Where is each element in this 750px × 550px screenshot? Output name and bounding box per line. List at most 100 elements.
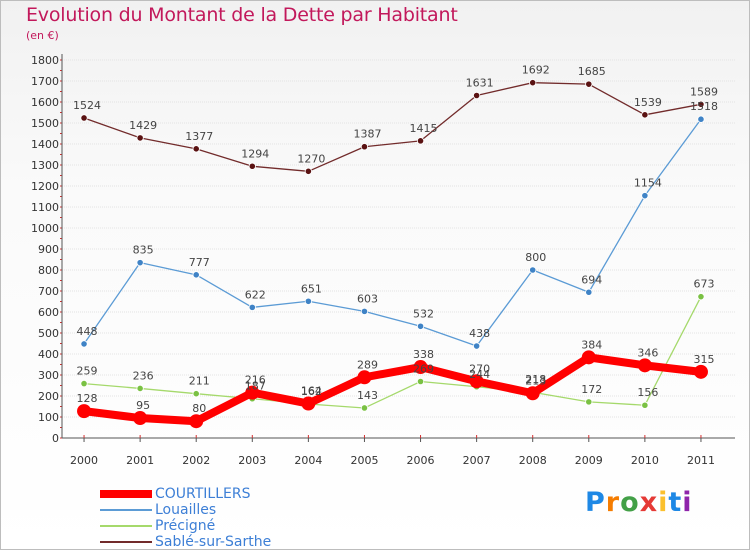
data-point[interactable] (136, 134, 144, 142)
x-tick-label: 2010 (631, 454, 659, 467)
y-tick-label: 900 (38, 243, 59, 256)
x-tick-label: 2000 (70, 454, 98, 467)
data-label: 216 (245, 374, 266, 387)
data-label: 835 (133, 244, 154, 257)
logo-letter: o (620, 487, 640, 518)
data-label: 1377 (185, 130, 213, 143)
data-point[interactable] (473, 91, 481, 100)
data-point[interactable] (416, 377, 425, 386)
data-point[interactable] (641, 401, 649, 409)
data-point[interactable] (192, 145, 200, 153)
data-label: 289 (357, 358, 378, 371)
data-label: 1518 (690, 100, 718, 113)
data-point[interactable] (80, 114, 88, 122)
data-label: 603 (357, 292, 378, 305)
data-point[interactable] (301, 396, 316, 411)
data-label: 244 (469, 368, 490, 381)
x-tick-label: 2006 (407, 454, 435, 467)
data-point[interactable] (136, 259, 144, 267)
series-line (80, 353, 705, 426)
data-point[interactable] (189, 414, 204, 429)
proxiti-logo: Proxiti (585, 487, 693, 518)
data-point[interactable] (585, 398, 593, 406)
data-point[interactable] (192, 390, 200, 398)
data-label: 1539 (634, 96, 662, 109)
y-tick-label: 500 (38, 327, 59, 340)
data-point[interactable] (245, 385, 260, 400)
logo-letter: x (639, 487, 659, 518)
data-point[interactable] (133, 411, 148, 426)
data-point[interactable] (416, 137, 425, 145)
data-label: 438 (469, 327, 490, 340)
data-label: 800 (525, 251, 546, 264)
data-point[interactable] (581, 350, 596, 365)
data-point[interactable] (585, 80, 593, 88)
y-tick-label: 1300 (31, 159, 59, 172)
x-tick-label: 2004 (294, 454, 322, 467)
legend-label-courtillers: COURTILLERS (155, 486, 251, 502)
data-point[interactable] (641, 111, 649, 119)
data-label: 162 (301, 385, 322, 398)
line-chart: 0 100 200 300 400 500 600 700 800 900 1000 1100 1200… (31, 54, 735, 467)
data-point[interactable] (585, 288, 593, 296)
data-point[interactable] (416, 322, 425, 330)
data-label: 315 (693, 353, 714, 366)
data-point[interactable] (136, 384, 144, 393)
x-axis-ticks: 2000 2001 2002 2003 2004 2005 2006 2007 2008 2009… (70, 454, 715, 467)
data-point[interactable] (697, 293, 705, 301)
data-label: 622 (245, 288, 266, 301)
legend-swatch-sable-sur-sarthe (100, 541, 152, 543)
data-point[interactable] (360, 143, 369, 151)
data-point[interactable] (473, 342, 481, 350)
y-axis-ticks: 0 100 200 300 400 500 600 700 800 900 1000 1100 1200… (31, 54, 59, 445)
data-label: 338 (413, 348, 434, 361)
data-point[interactable] (697, 100, 705, 108)
chart-unit-label: (en €) (26, 29, 59, 42)
data-label: 777 (189, 256, 210, 269)
data-point[interactable] (248, 303, 256, 311)
data-label: 95 (136, 399, 150, 412)
data-point[interactable] (192, 271, 200, 279)
data-label: 673 (693, 278, 714, 291)
data-point[interactable] (360, 307, 369, 315)
data-point[interactable] (693, 364, 708, 379)
data-point[interactable] (697, 115, 705, 123)
data-label: 1429 (129, 119, 157, 132)
y-tick-label: 100 (38, 411, 59, 424)
data-label: 1685 (578, 65, 606, 78)
data-point[interactable] (469, 374, 484, 389)
data-point[interactable] (641, 192, 649, 200)
series-line (83, 82, 702, 172)
data-point[interactable] (637, 358, 652, 373)
data-point[interactable] (529, 266, 537, 274)
logo-letter: i (682, 487, 693, 518)
data-point[interactable] (248, 162, 256, 170)
data-label: 694 (581, 273, 602, 286)
data-point[interactable] (529, 79, 537, 87)
y-tick-label: 200 (38, 390, 59, 403)
data-point[interactable] (360, 404, 369, 412)
data-label: 532 (413, 307, 434, 320)
y-tick-label: 1400 (31, 138, 59, 151)
data-point[interactable] (525, 386, 540, 401)
legend-swatch-louailles (100, 509, 152, 511)
series-lines (77, 79, 708, 429)
y-tick-label: 800 (38, 264, 59, 277)
x-tick-label: 2002 (182, 454, 210, 467)
data-point[interactable] (77, 404, 92, 419)
data-label: 448 (77, 325, 98, 338)
data-point[interactable] (304, 167, 312, 175)
legend-label-precigne: Précigné (155, 518, 216, 534)
data-point[interactable] (80, 340, 88, 348)
data-point[interactable] (80, 380, 88, 388)
data-label: 187 (245, 380, 266, 393)
data-label: 1270 (297, 152, 325, 165)
data-point[interactable] (413, 360, 428, 375)
data-label: 346 (637, 346, 658, 359)
series-line (83, 118, 702, 347)
data-label: 211 (189, 375, 210, 388)
data-point[interactable] (304, 297, 312, 305)
data-label: 213 (525, 374, 546, 387)
y-tick-label: 1800 (31, 54, 59, 67)
data-point[interactable] (357, 370, 372, 385)
